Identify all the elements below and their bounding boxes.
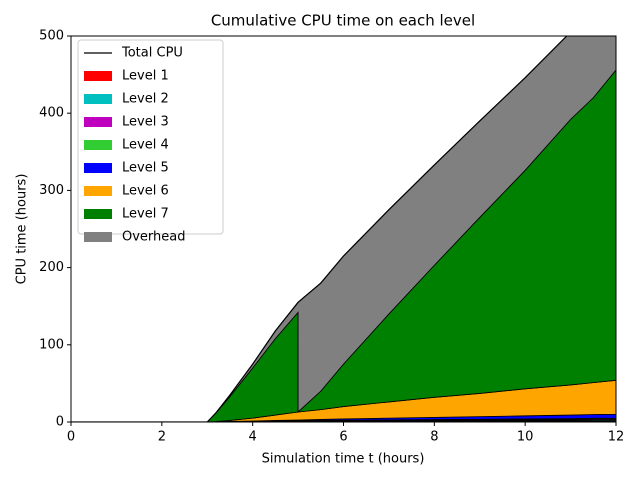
y-axis-label: CPU time (hours) <box>15 174 30 285</box>
legend-label: Level 4 <box>122 138 169 153</box>
legend-label: Level 3 <box>122 115 169 130</box>
y-tick-label: 300 <box>39 183 64 198</box>
y-tick-label: 200 <box>39 260 64 275</box>
x-axis-label: Simulation time t (hours) <box>262 452 425 467</box>
legend-label: Overhead <box>122 230 186 245</box>
y-tick-label: 0 <box>56 415 64 430</box>
legend-label: Level 2 <box>122 92 169 107</box>
legend-swatch <box>84 163 112 173</box>
legend-swatch <box>84 94 112 104</box>
legend-swatch <box>84 117 112 127</box>
x-tick-label: 0 <box>67 430 75 445</box>
legend-swatch <box>84 186 112 196</box>
legend-swatch <box>84 71 112 81</box>
x-tick-label: 6 <box>339 430 347 445</box>
chart-title: Cumulative CPU time on each level <box>211 12 475 30</box>
legend-box <box>77 39 224 235</box>
x-tick-label: 12 <box>608 430 625 445</box>
legend-label: Level 6 <box>122 184 169 199</box>
legend-swatch <box>84 140 112 150</box>
legend-label: Total CPU <box>121 46 183 61</box>
total-line <box>71 36 568 422</box>
x-tick-label: 10 <box>517 430 534 445</box>
legend-swatch <box>84 209 112 219</box>
y-tick-label: 500 <box>39 29 64 44</box>
legend-label: Level 5 <box>122 161 169 176</box>
legend-label: Level 1 <box>122 69 169 84</box>
y-tick-label: 100 <box>39 337 64 352</box>
y-tick-label: 400 <box>39 106 64 121</box>
legend-label: Level 7 <box>122 207 169 222</box>
x-tick-label: 2 <box>158 430 166 445</box>
x-tick-label: 4 <box>249 430 257 445</box>
legend-swatch <box>84 232 112 242</box>
x-tick-label: 8 <box>430 430 438 445</box>
